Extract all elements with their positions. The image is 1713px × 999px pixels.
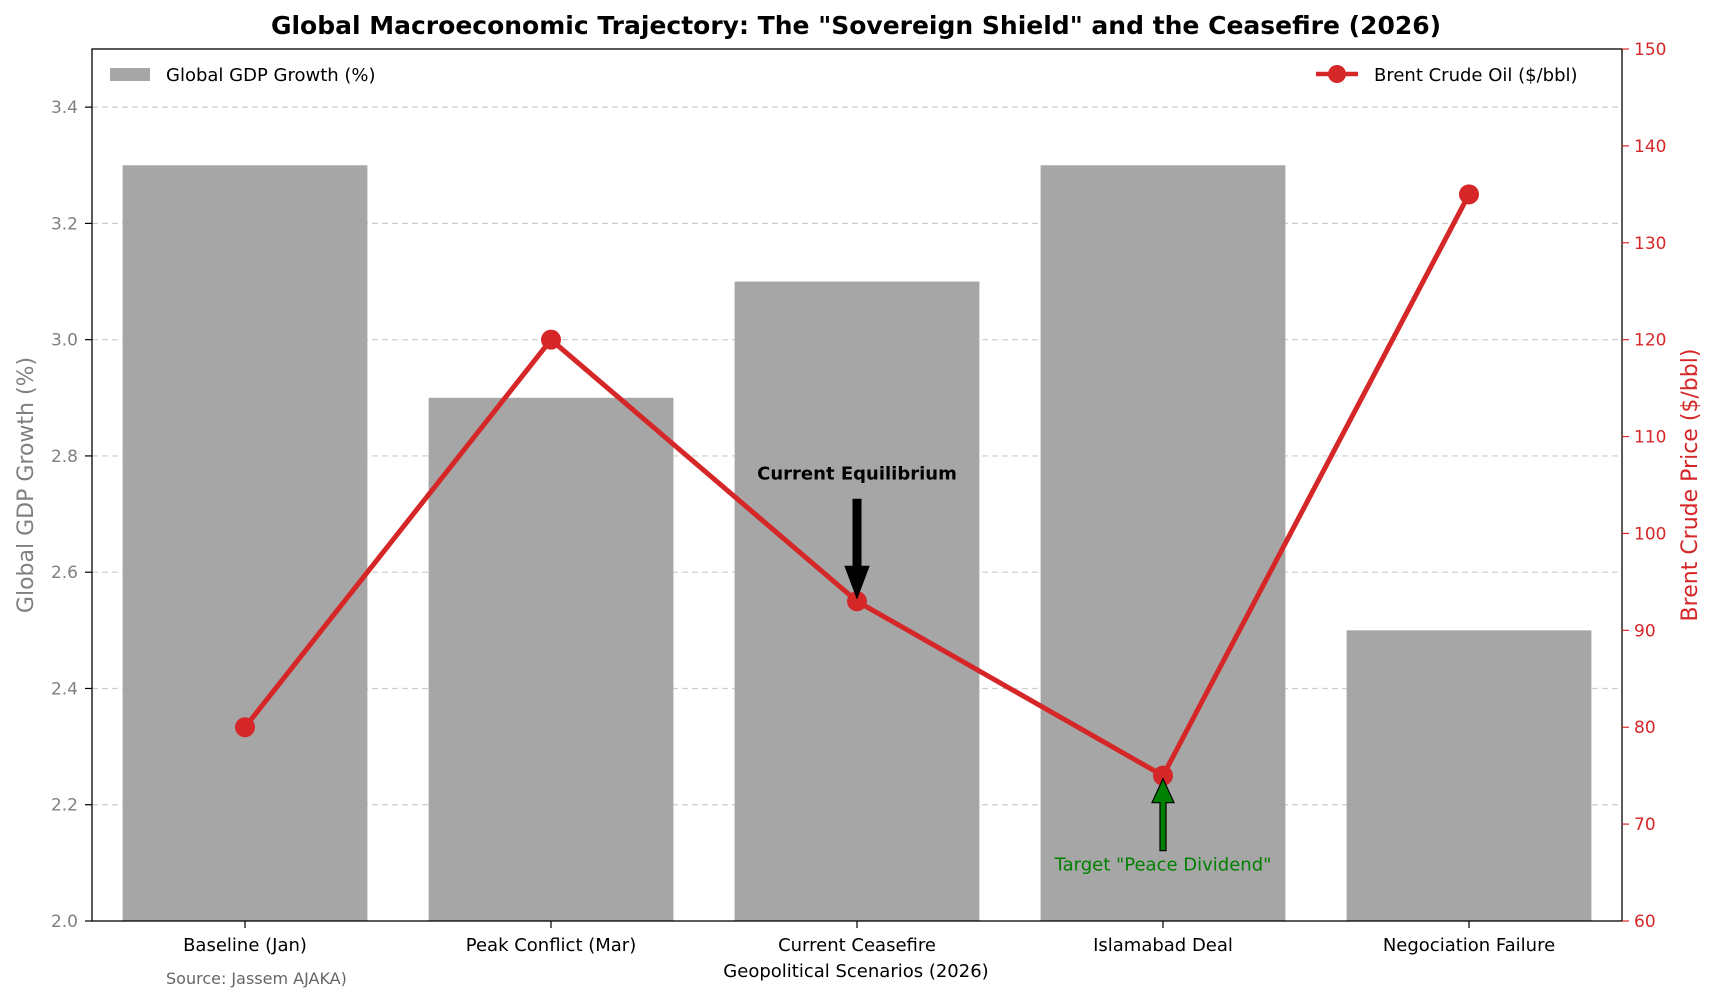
legend-gdp: Global GDP Growth (%) <box>110 65 376 86</box>
left-axis: 2.0 2.2 2.4 2.6 2.8 3.0 3.2 3.4 <box>51 98 92 932</box>
x-axis: Baseline (Jan) Peak Conflict (Mar) Current… <box>183 921 1555 956</box>
bars-group <box>122 165 1592 921</box>
oil-point <box>235 717 255 738</box>
y2-tick-label: 70 <box>1634 815 1656 835</box>
y-tick-label: 2.4 <box>51 679 78 699</box>
x-tick-label: Current Ceasefire <box>778 935 936 956</box>
x-axis-label: Geopolitical Scenarios (2026) <box>723 961 988 982</box>
y2-axis-label: Brent Crude Price ($/bbl) <box>1678 349 1703 622</box>
y2-tick-label: 80 <box>1634 718 1656 738</box>
y2-tick-label: 150 <box>1634 40 1666 60</box>
gdp-bar <box>122 165 368 921</box>
y2-tick-label: 90 <box>1634 621 1656 641</box>
y2-tick-label: 140 <box>1634 137 1666 157</box>
y-tick-label: 2.0 <box>51 912 78 932</box>
source-note: Source: Jassem AJAKA) <box>166 969 347 988</box>
x-tick-label: Negociation Failure <box>1383 935 1555 956</box>
y-tick-label: 2.2 <box>51 796 78 816</box>
legend-oil-marker <box>1328 65 1346 83</box>
y-tick-label: 2.8 <box>51 447 78 467</box>
x-tick-label: Islamabad Deal <box>1093 935 1233 956</box>
gdp-bar <box>428 397 674 921</box>
legend-oil: Brent Crude Oil ($/bbl) <box>1316 65 1578 86</box>
arrow-down-icon <box>844 498 870 600</box>
y2-tick-label: 120 <box>1634 331 1666 351</box>
legend-gdp-label: Global GDP Growth (%) <box>166 65 376 86</box>
y-tick-label: 3.2 <box>51 214 78 234</box>
x-tick-label: Baseline (Jan) <box>183 935 307 956</box>
y-axis-label: Global GDP Growth (%) <box>14 357 39 613</box>
oil-point <box>847 591 867 612</box>
oil-point <box>541 329 561 350</box>
arrow-up-icon <box>1151 777 1175 852</box>
y-tick-label: 2.6 <box>51 563 78 583</box>
y2-tick-label: 110 <box>1634 428 1666 448</box>
legend-oil-label: Brent Crude Oil ($/bbl) <box>1374 65 1578 86</box>
annotations-group: Current Equilibrium Target "Peace Dividen… <box>757 463 1271 875</box>
chart-title: Global Macroeconomic Trajectory: The "So… <box>271 11 1441 40</box>
y-tick-label: 3.0 <box>51 331 78 351</box>
right-axis: 60 70 80 90 100 110 120 130 140 150 <box>1622 40 1666 932</box>
oil-point <box>1153 765 1173 786</box>
legend-gdp-swatch <box>110 68 150 81</box>
y2-tick-label: 130 <box>1634 234 1666 254</box>
y2-tick-label: 60 <box>1634 912 1656 932</box>
y-tick-label: 3.4 <box>51 98 78 118</box>
annotation-current-equilibrium: Current Equilibrium <box>757 463 957 484</box>
oil-point <box>1459 184 1479 205</box>
gdp-bar <box>1346 630 1592 921</box>
annotation-peace-dividend: Target "Peace Dividend" <box>1054 855 1272 876</box>
y2-tick-label: 100 <box>1634 524 1666 544</box>
oil-line-group <box>235 184 1479 786</box>
x-tick-label: Peak Conflict (Mar) <box>466 935 636 956</box>
